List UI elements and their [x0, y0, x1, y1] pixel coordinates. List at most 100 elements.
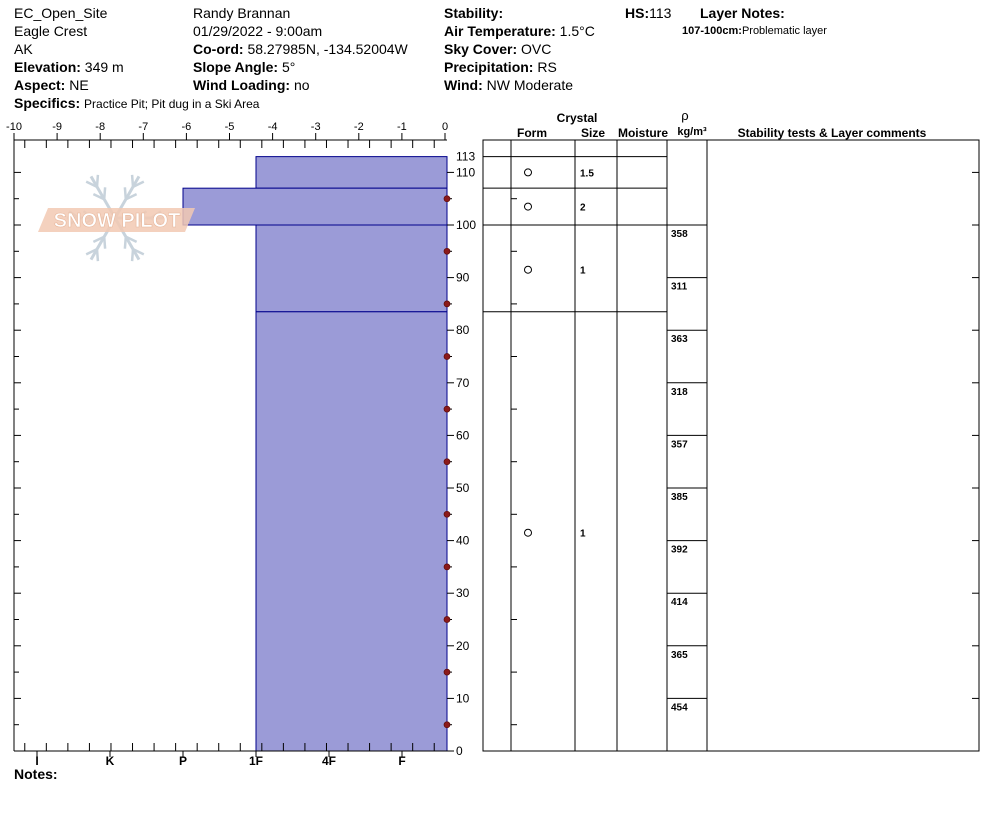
crystal-size-value: 1: [580, 529, 586, 540]
height-tick-label: 70: [456, 376, 470, 390]
snowflake-branch: [132, 248, 145, 256]
density-value: 385: [671, 492, 688, 503]
temp-tick-label: -10: [6, 121, 22, 133]
precipitation: Precipitation: RS: [444, 58, 557, 76]
hardness-layers: [182, 156, 448, 752]
coord-label: Co-ord:: [193, 41, 244, 57]
temperature-point: [443, 195, 451, 203]
height-tick-label: 113: [456, 150, 475, 164]
density-value: 392: [671, 545, 688, 556]
snowflake-branch: [132, 180, 145, 188]
temperature-point: [443, 616, 451, 623]
crystal-form-symbol: [524, 202, 532, 211]
snowflake-branch: [130, 249, 135, 262]
slope-angle: Slope Angle: 5°: [193, 58, 295, 76]
air-temp-value: 1.5°C: [559, 23, 595, 39]
hardness-layer-bar: [182, 187, 448, 226]
size-header: Size: [581, 126, 605, 140]
aspect-label: Aspect:: [14, 77, 66, 93]
crystal-form-symbol: [524, 265, 532, 274]
hardness-layer-bar: [255, 224, 448, 313]
hardness-label: 4F: [322, 754, 336, 768]
hardness-layer-bar: [255, 311, 448, 752]
snowflake-branch: [102, 236, 107, 249]
temperature-point: [443, 721, 451, 729]
comments-header: Stability tests & Layer comments: [738, 126, 927, 140]
temperature-point: [443, 458, 451, 466]
temperature-points: [443, 195, 451, 729]
aspect-value: NE: [69, 77, 89, 93]
snowflake-branch: [95, 249, 100, 262]
temp-tick-label: -6: [182, 121, 192, 133]
elevation-label: Elevation:: [14, 59, 81, 75]
location-name: Eagle Crest: [14, 23, 88, 39]
hardness-layer-bar: [255, 156, 448, 189]
precip-label: Precipitation:: [444, 59, 534, 75]
layer-table: Crystal Form Size Moisture ρ kg/m³ Stability t…: [482, 108, 980, 752]
snowflake-branch: [85, 180, 98, 188]
moisture-header: Moisture: [618, 126, 668, 140]
snowflake-branch: [125, 235, 138, 244]
sky-label: Sky Cover:: [444, 41, 518, 57]
temp-tick-label: -1: [397, 121, 407, 133]
temp-tick-label: -7: [138, 121, 148, 133]
hs-label: HS:: [625, 5, 650, 21]
density-value: 363: [671, 334, 688, 345]
air-temp-label: Air Temperature:: [444, 23, 556, 39]
hardness-label: I: [35, 754, 38, 768]
coord-value: 58.27985N, -134.52004W: [247, 41, 408, 57]
density-rho-header: ρ: [681, 108, 688, 123]
crystal-size-value: 2: [580, 203, 586, 214]
elevation-value: 349 m: [84, 59, 124, 75]
crystal-size-value: 1: [580, 266, 586, 277]
temp-tick-label: -8: [95, 121, 105, 133]
coordinates: Co-ord: 58.27985N, -134.52004W: [193, 40, 408, 58]
layer-notes-heading: Layer Notes:: [700, 5, 785, 21]
height-tick-label: 110: [456, 165, 475, 179]
temperature-point: [443, 353, 451, 360]
wind-loading-value: no: [293, 77, 310, 93]
logo-banner: [38, 208, 195, 232]
precip-value: RS: [537, 59, 557, 75]
site-name: EC_Open_Site: [14, 5, 108, 21]
snowpilot-logo: SNOW PILOT: [38, 174, 195, 262]
temperature-point: [443, 247, 451, 255]
height-tick-label: 30: [456, 586, 470, 600]
snowflake-branch: [130, 174, 135, 187]
temp-tick-label: -4: [268, 121, 278, 133]
specifics: Specifics: Practice Pit; Pit dug in a Sk…: [14, 94, 259, 113]
layer-note-range: 107-100cm:: [682, 25, 742, 37]
density-unit-header: kg/m³: [677, 126, 707, 138]
density-value: 358: [671, 229, 688, 240]
crystal-header: Crystal: [557, 111, 598, 125]
snowflake-branch: [85, 248, 98, 256]
temperature-point: [443, 668, 451, 676]
slope-label: Slope Angle:: [193, 59, 279, 75]
hs-value: 113: [649, 5, 672, 21]
wind: Wind: NW Moderate: [444, 76, 573, 94]
temperature-point: [443, 563, 451, 571]
stability-label: Stability:: [444, 5, 504, 21]
height-tick-label: 80: [456, 323, 470, 337]
wind-label: Wind:: [444, 77, 483, 93]
snowflake-branch: [123, 236, 128, 249]
snowflake-branch: [95, 174, 100, 187]
notes-label: Notes:: [14, 766, 58, 782]
hardness-label: 1F: [249, 754, 263, 768]
layer-note-text: Problematic layer: [741, 25, 827, 37]
temperature-point: [443, 300, 451, 308]
snowflake-branch: [92, 235, 105, 244]
crystal-size-value: 1.5: [580, 168, 594, 179]
wind-loading: Wind Loading: no: [193, 76, 310, 94]
slope-value: 5°: [281, 59, 296, 75]
hardness-label: F: [398, 754, 405, 768]
hardness-label: P: [179, 754, 187, 768]
density-value: 365: [671, 650, 688, 661]
specifics-label: Specifics:: [14, 95, 81, 111]
height-tick-label: 40: [456, 534, 470, 548]
table-frame: [482, 139, 980, 752]
hardness-label: K: [106, 754, 115, 768]
logo-text: SNOW PILOT: [54, 210, 181, 232]
height-tick-label: 10: [456, 691, 470, 705]
